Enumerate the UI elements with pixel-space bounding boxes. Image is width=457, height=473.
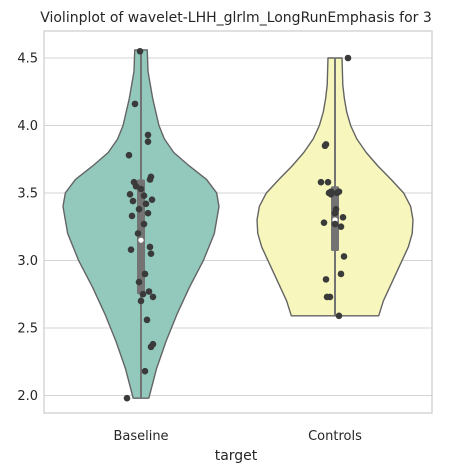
data-point xyxy=(147,343,155,351)
data-point xyxy=(144,138,152,145)
data-point xyxy=(127,246,135,253)
x-tick-label: Controls xyxy=(308,429,362,444)
data-point xyxy=(344,54,352,62)
data-point xyxy=(126,191,134,198)
data-point xyxy=(324,178,332,186)
data-point xyxy=(322,276,330,283)
data-point xyxy=(337,223,345,231)
data-point xyxy=(337,270,345,278)
data-point xyxy=(141,270,149,278)
x-axis-label: target xyxy=(215,448,258,464)
data-point xyxy=(125,151,133,159)
y-tick-label: 4.5 xyxy=(17,51,38,66)
data-point xyxy=(132,182,140,190)
data-point xyxy=(331,209,339,217)
data-point xyxy=(123,394,131,402)
data-point xyxy=(139,290,147,298)
data-point xyxy=(140,192,148,199)
data-point xyxy=(339,213,347,221)
data-point xyxy=(335,312,343,320)
data-point xyxy=(137,297,145,305)
data-point xyxy=(140,220,148,228)
data-point xyxy=(326,293,334,301)
median-marker xyxy=(138,237,144,243)
data-point xyxy=(131,100,139,108)
data-point xyxy=(146,176,154,183)
data-point xyxy=(148,196,156,204)
data-point xyxy=(149,293,157,301)
y-tick-label: 3.0 xyxy=(17,254,38,269)
data-point xyxy=(144,209,152,217)
data-point xyxy=(137,185,145,193)
data-point xyxy=(317,178,325,186)
data-point xyxy=(331,220,339,228)
data-point xyxy=(135,205,143,213)
data-point xyxy=(321,142,329,150)
data-point xyxy=(141,367,149,375)
axis-ticks: 2.0 2.5 3.0 3.5 4.0 4.5 Baseline Controls xyxy=(17,51,362,444)
data-point xyxy=(333,189,341,197)
data-point xyxy=(136,47,144,55)
y-tick-label: 4.0 xyxy=(17,119,38,134)
data-point xyxy=(144,131,152,139)
data-point xyxy=(143,316,151,324)
x-tick-label: Baseline xyxy=(113,429,168,444)
data-point xyxy=(147,250,155,258)
data-point xyxy=(145,288,153,295)
plot-frame xyxy=(43,30,433,414)
y-tick-label: 2.0 xyxy=(17,389,38,404)
data-point xyxy=(320,219,328,226)
data-point xyxy=(327,191,335,198)
data-point xyxy=(134,230,142,237)
data-point xyxy=(340,253,348,260)
data-point xyxy=(142,200,150,208)
data-point xyxy=(128,212,136,220)
strip-points xyxy=(123,47,352,402)
data-point xyxy=(146,243,154,251)
y-tick-label: 2.5 xyxy=(17,321,38,336)
data-point xyxy=(135,278,143,286)
chart-title: Violinplot of wavelet-LHH_glrlm_LongRunE… xyxy=(40,10,432,26)
violins xyxy=(62,49,414,399)
data-point xyxy=(129,197,137,205)
y-tick-label: 3.5 xyxy=(17,186,38,201)
